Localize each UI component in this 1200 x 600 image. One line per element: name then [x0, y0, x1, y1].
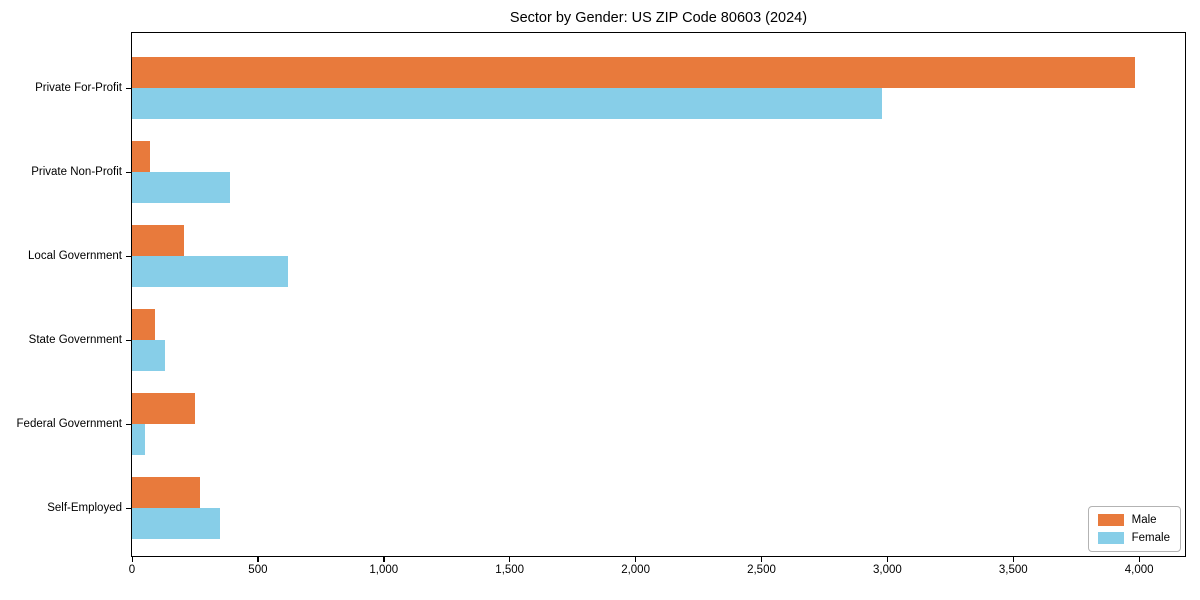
y-axis-label: Federal Government: [16, 417, 122, 430]
x-axis-tick-label: 2,000: [621, 564, 650, 576]
x-axis-tick-label: 3,500: [998, 564, 1028, 576]
legend-item-female: Female: [1097, 532, 1170, 544]
x-tick-mark: [1012, 556, 1015, 562]
x-tick-mark: [509, 556, 511, 562]
x-tick-mark: [635, 556, 637, 562]
x-tick-mark: [131, 556, 133, 562]
bar-male-local-government: [132, 225, 184, 256]
y-tick-mark: [126, 255, 132, 257]
bar-male-private-non-profit: [132, 141, 150, 172]
x-axis-tick-label: 3,000: [872, 564, 902, 576]
bar-male-state-government: [132, 309, 155, 340]
legend: Male Female: [1087, 506, 1181, 552]
legend-label-male: Male: [1131, 514, 1157, 526]
x-axis-tick-label: 1,000: [369, 564, 399, 576]
y-tick-mark: [126, 339, 132, 341]
female-color-swatch: [1097, 532, 1124, 544]
bar-female-private-non-profit: [132, 172, 231, 203]
bar-female-self-employed: [132, 508, 221, 539]
y-tick-mark: [126, 423, 132, 425]
x-tick-mark: [886, 556, 889, 562]
bar-male-federal-government: [132, 393, 195, 424]
y-tick-mark: [126, 171, 132, 173]
y-axis-label: Local Government: [28, 249, 122, 262]
legend-label-female: Female: [1131, 532, 1170, 544]
x-axis-tick-label: 2,500: [747, 564, 776, 576]
y-tick-mark: [126, 507, 132, 509]
x-axis-tick-label: 0: [128, 564, 136, 576]
x-tick-mark: [383, 556, 385, 562]
bar-male-private-for-profit: [132, 57, 1136, 88]
y-axis-label: Private For-Profit: [35, 81, 122, 94]
y-tick-mark: [126, 87, 132, 89]
chart-title: Sector by Gender: US ZIP Code 80603 (202…: [509, 10, 808, 26]
x-tick-mark: [257, 556, 259, 562]
plot-area: Male Female Private For-Profit Private No…: [17, 32, 1186, 576]
bar-female-local-government: [132, 256, 289, 287]
legend-item-male: Male: [1097, 514, 1170, 526]
x-axis-tick-label: 500: [248, 564, 268, 576]
bar-male-self-employed: [132, 477, 200, 508]
x-tick-mark: [1138, 556, 1140, 562]
y-axis-label: Self-Employed: [47, 501, 122, 514]
y-axis-label: State Government: [28, 333, 122, 346]
male-color-swatch: [1097, 514, 1124, 526]
x-axis-tick-label: 1,500: [495, 564, 525, 576]
x-tick-mark: [760, 556, 763, 562]
bar-female-state-government: [132, 340, 165, 371]
bar-female-federal-government: [132, 424, 145, 455]
y-axis-label: Private Non-Profit: [31, 165, 122, 178]
bar-female-private-for-profit: [132, 88, 883, 119]
x-axis-tick-label: 4,000: [1124, 564, 1154, 576]
